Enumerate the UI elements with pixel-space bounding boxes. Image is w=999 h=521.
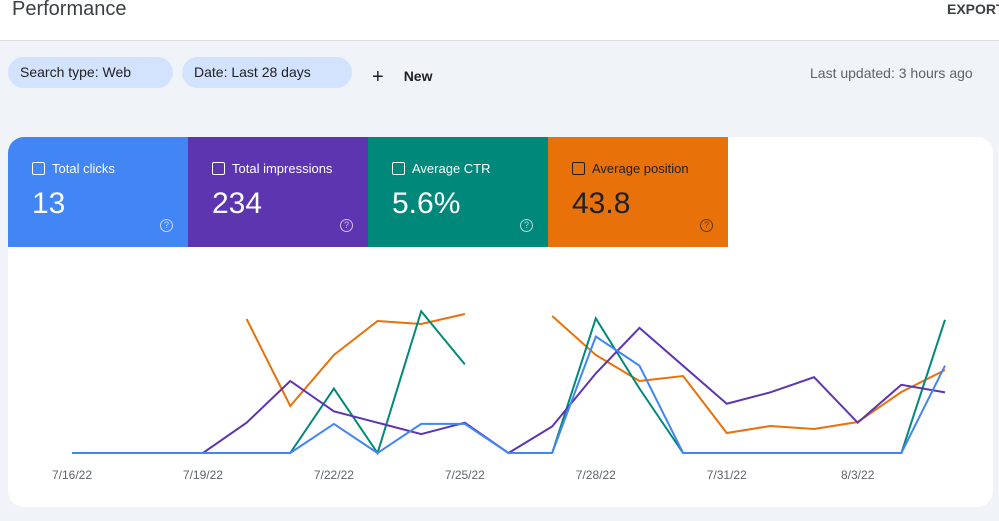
- plus-icon: +: [372, 66, 384, 88]
- metric-label: Total impressions: [232, 161, 333, 176]
- x-tick-label: 7/19/22: [183, 468, 223, 482]
- export-button[interactable]: EXPORT: [947, 1, 999, 17]
- x-tick-label: 7/22/22: [314, 468, 354, 482]
- date-chip[interactable]: Date: Last 28 days: [182, 57, 352, 88]
- metric-tile[interactable]: Total clicks 13?: [8, 137, 188, 247]
- metric-tile[interactable]: Average CTR 5.6%?: [368, 137, 548, 247]
- x-tick-label: 8/3/22: [841, 468, 875, 482]
- metric-tile[interactable]: Average position 43.8?: [548, 137, 728, 247]
- series-line: [72, 326, 946, 455]
- metric-value: 234: [212, 187, 263, 220]
- checkbox: [32, 162, 45, 175]
- top-bar: Performance EXPORT: [0, 0, 999, 41]
- x-tick-label: 7/31/22: [707, 468, 747, 482]
- performance-card: Total clicks 13? Total impressions 234? Aver…: [8, 137, 993, 507]
- metric-label: Average position: [592, 161, 689, 176]
- metric-value: 43.8: [572, 187, 631, 220]
- new-label: New: [403, 68, 433, 84]
- checkbox: [392, 162, 405, 175]
- metric-label: Average CTR: [412, 161, 491, 176]
- x-tick-label: 7/28/22: [576, 468, 616, 482]
- help-icon[interactable]: ?: [160, 219, 173, 232]
- x-tick-label: 7/16/22: [52, 468, 92, 482]
- new-filter[interactable]: + New: [372, 64, 452, 88]
- x-tick-label: 7/25/22: [445, 468, 485, 482]
- metric-value: 13: [32, 187, 66, 220]
- help-icon[interactable]: ?: [340, 219, 353, 232]
- help-icon[interactable]: ?: [700, 219, 713, 232]
- series-line: [72, 335, 946, 455]
- checkbox: [572, 162, 585, 175]
- last-updated: Last updated: 3 hours ago: [810, 65, 973, 81]
- series-line: [245, 313, 946, 435]
- series-line: [72, 309, 946, 456]
- page-title: Performance: [12, 0, 127, 20]
- metric-value: 5.6%: [392, 187, 461, 220]
- metric-label: Total clicks: [52, 161, 115, 176]
- search-type-chip[interactable]: Search type: Web: [8, 57, 173, 88]
- metric-tile[interactable]: Total impressions 234?: [188, 137, 368, 247]
- checkbox: [212, 162, 225, 175]
- help-icon[interactable]: ?: [520, 219, 533, 232]
